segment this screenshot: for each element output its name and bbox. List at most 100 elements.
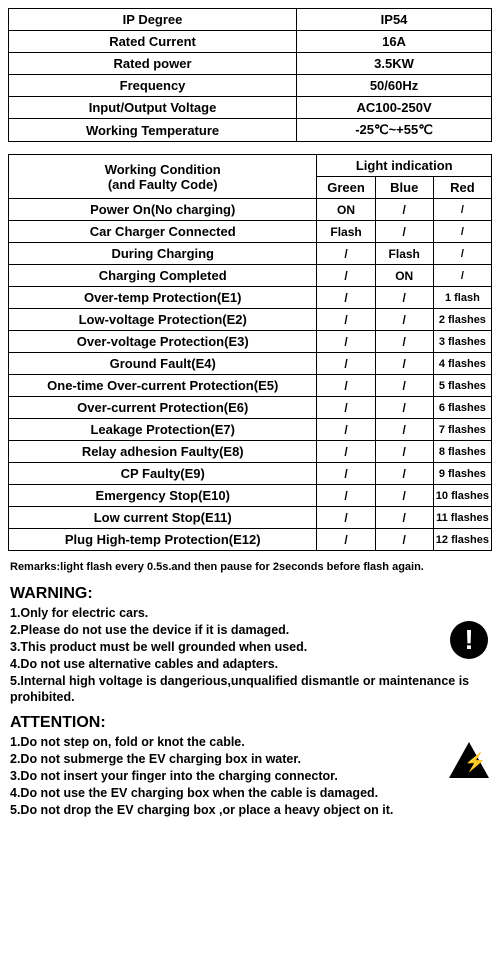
spec-label: IP Degree [9,9,297,31]
attention-item: 4.Do not use the EV charging box when th… [10,785,490,802]
spec-label: Rated Current [9,31,297,53]
condition-table-body: Working Condition (and Faulty Code) Ligh… [9,155,492,551]
green-cell: / [317,243,375,265]
red-cell: 10 flashes [433,485,491,507]
spec-value: 50/60Hz [297,75,492,97]
blue-cell: / [375,507,433,529]
warning-title: WARNING: [10,585,490,603]
subheader-blue: Blue [375,177,433,199]
red-cell: 2 flashes [433,309,491,331]
condition-row: Low-voltage Protection(E2)//2 flashes [9,309,492,331]
blue-cell: / [375,529,433,551]
warning-block: ! WARNING: 1.Only for electric cars.2.Pl… [8,585,492,706]
condition-row: Charging Completed/ON/ [9,265,492,287]
spec-label: Rated power [9,53,297,75]
attention-item: 1.Do not step on, fold or knot the cable… [10,734,490,751]
red-cell: 5 flashes [433,375,491,397]
condition-cell: Over-voltage Protection(E3) [9,331,317,353]
condition-cell: During Charging [9,243,317,265]
warning-item: 1.Only for electric cars. [10,605,490,622]
green-cell: / [317,309,375,331]
exclamation-icon: ! [450,621,488,659]
green-cell: / [317,441,375,463]
warning-item: 5.Internal high voltage is dangerious,un… [10,673,490,707]
attention-item: 2.Do not submerge the EV charging box in… [10,751,490,768]
condition-header-left: Working Condition (and Faulty Code) [9,155,317,199]
green-cell: / [317,507,375,529]
condition-row: Ground Fault(E4)//4 flashes [9,353,492,375]
condition-cell: Emergency Stop(E10) [9,485,317,507]
condition-row: Leakage Protection(E7)//7 flashes [9,419,492,441]
red-cell: 6 flashes [433,397,491,419]
blue-cell: / [375,375,433,397]
condition-cell: Relay adhesion Faulty(E8) [9,441,317,463]
red-cell: / [433,265,491,287]
attention-title: ATTENTION: [10,714,490,732]
condition-cell: CP Faulty(E9) [9,463,317,485]
red-cell: 3 flashes [433,331,491,353]
condition-cell: Over-current Protection(E6) [9,397,317,419]
blue-cell: / [375,463,433,485]
red-cell: 12 flashes [433,529,491,551]
blue-cell: / [375,199,433,221]
red-cell: 11 flashes [433,507,491,529]
spec-value: IP54 [297,9,492,31]
green-cell: / [317,375,375,397]
red-cell: 9 flashes [433,463,491,485]
subheader-red: Red [433,177,491,199]
condition-row: During Charging/Flash/ [9,243,492,265]
green-cell: / [317,353,375,375]
spec-value: 3.5KW [297,53,492,75]
blue-cell: / [375,331,433,353]
green-cell: / [317,463,375,485]
condition-cell: Ground Fault(E4) [9,353,317,375]
exclamation-glyph: ! [464,624,473,656]
green-cell: / [317,265,375,287]
spec-row: Frequency50/60Hz [9,75,492,97]
green-cell: / [317,331,375,353]
spec-value: AC100-250V [297,97,492,119]
blue-cell: / [375,441,433,463]
blue-cell: / [375,397,433,419]
condition-cell: Car Charger Connected [9,221,317,243]
blue-cell: / [375,419,433,441]
spec-label: Input/Output Voltage [9,97,297,119]
condition-cell: Plug High-temp Protection(E12) [9,529,317,551]
condition-row: Plug High-temp Protection(E12)//12 flash… [9,529,492,551]
attention-block: ⚡ ATTENTION: 1.Do not step on, fold or k… [8,714,492,818]
red-cell: / [433,221,491,243]
blue-cell: / [375,485,433,507]
red-cell: / [433,199,491,221]
attention-item: 5.Do not drop the EV charging box ,or pl… [10,802,490,819]
condition-row: Over-temp Protection(E1)//1 flash [9,287,492,309]
condition-cell: One-time Over-current Protection(E5) [9,375,317,397]
condition-row: One-time Over-current Protection(E5)//5 … [9,375,492,397]
green-cell: ON [317,199,375,221]
red-cell: 1 flash [433,287,491,309]
spec-label: Working Temperature [9,119,297,142]
green-cell: / [317,529,375,551]
condition-row: Low current Stop(E11)//11 flashes [9,507,492,529]
red-cell: 8 flashes [433,441,491,463]
condition-row: Over-current Protection(E6)//6 flashes [9,397,492,419]
condition-row: Relay adhesion Faulty(E8)//8 flashes [9,441,492,463]
green-cell: / [317,485,375,507]
blue-cell: ON [375,265,433,287]
blue-cell: / [375,353,433,375]
condition-table: Working Condition (and Faulty Code) Ligh… [8,154,492,551]
condition-cell: Charging Completed [9,265,317,287]
spec-row: Input/Output VoltageAC100-250V [9,97,492,119]
condition-header-row-1: Working Condition (and Faulty Code) Ligh… [9,155,492,177]
spec-value: -25℃~+55℃ [297,119,492,142]
red-cell: / [433,243,491,265]
attention-list: 1.Do not step on, fold or knot the cable… [10,734,490,818]
attention-item: 3.Do not insert your finger into the cha… [10,768,490,785]
blue-cell: / [375,287,433,309]
condition-cell: Power On(No charging) [9,199,317,221]
spec-table: IP DegreeIP54Rated Current16ARated power… [8,8,492,142]
green-cell: Flash [317,221,375,243]
condition-cell: Over-temp Protection(E1) [9,287,317,309]
spec-label: Frequency [9,75,297,97]
spec-row: Rated Current16A [9,31,492,53]
blue-cell: / [375,309,433,331]
